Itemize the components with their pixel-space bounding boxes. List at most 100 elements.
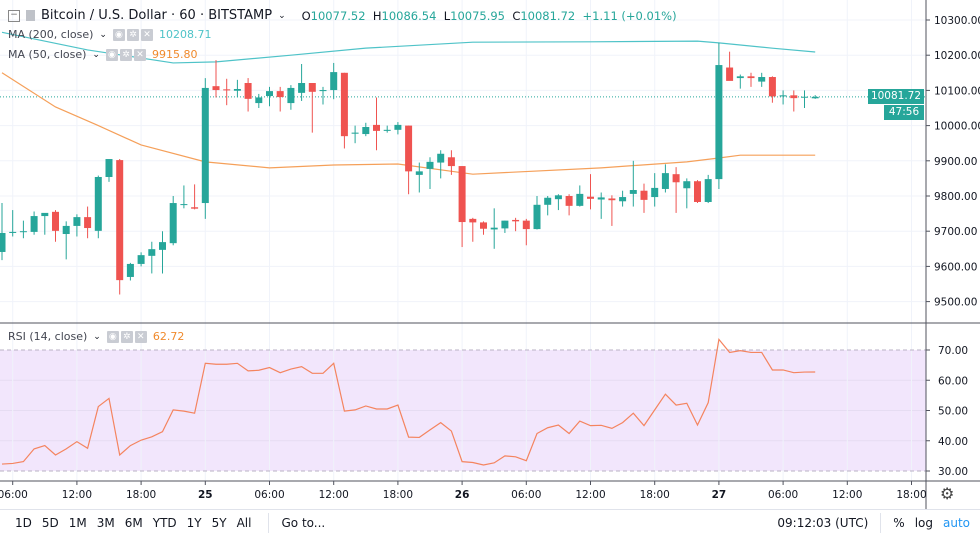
candle-body <box>94 176 102 231</box>
candle <box>619 190 627 207</box>
candle <box>116 159 124 295</box>
candle-body <box>9 231 17 233</box>
candle-body <box>736 76 744 79</box>
ma50-value: 9915.80 <box>151 48 198 61</box>
range-5d[interactable]: 5D <box>41 516 59 530</box>
candle <box>394 122 402 135</box>
candle-body <box>255 97 263 104</box>
candle <box>298 64 306 101</box>
range-1y[interactable]: 1Y <box>186 516 202 530</box>
range-5y[interactable]: 5Y <box>211 516 227 530</box>
settings-icon[interactable]: ✲ <box>126 28 139 41</box>
candle <box>30 211 38 235</box>
candle <box>768 76 776 103</box>
chevron-down-icon[interactable]: ⌄ <box>278 10 286 21</box>
range-3m[interactable]: 3M <box>96 516 115 530</box>
price-tick-label: 9500.00 <box>934 297 977 309</box>
ma200-label[interactable]: MA (200, close) <box>8 28 94 41</box>
candle <box>223 78 231 106</box>
candle-body <box>405 125 413 172</box>
candle-body <box>790 95 798 99</box>
rsi-tick-label: 60.00 <box>938 375 968 387</box>
candle-body <box>694 181 701 202</box>
candle-body <box>801 96 808 98</box>
eye-icon[interactable]: ◉ <box>106 330 119 343</box>
close-icon[interactable]: ✕ <box>134 330 147 343</box>
range-1m[interactable]: 1M <box>68 516 87 530</box>
candle <box>672 167 680 213</box>
collapse-icon[interactable]: − <box>8 9 20 22</box>
candle-body <box>672 174 680 183</box>
rsi-label[interactable]: RSI (14, close) <box>8 330 88 343</box>
ma50-line <box>1 72 816 175</box>
candle <box>159 231 166 274</box>
time-tick-label: 18:00 <box>126 489 156 501</box>
time-tick-label: 12:00 <box>832 489 862 501</box>
candle-body <box>116 160 124 281</box>
candle <box>544 196 552 216</box>
candle <box>554 194 562 211</box>
candle <box>736 74 744 89</box>
candle-body <box>576 193 584 206</box>
chart-settings-gear-icon[interactable]: ⚙ <box>940 484 955 503</box>
close-icon[interactable]: ✕ <box>140 28 153 41</box>
candle <box>490 208 498 249</box>
chevron-down-icon[interactable]: ⌄ <box>93 331 101 342</box>
ma50-label[interactable]: MA (50, close) <box>8 48 87 61</box>
candle-body <box>704 179 712 202</box>
candle-body <box>19 231 27 233</box>
candle-body <box>533 204 541 230</box>
symbol-flag-icon <box>26 10 35 21</box>
candle-body <box>148 249 156 256</box>
ma200-value: 10208.71 <box>158 28 212 41</box>
candle <box>84 206 92 239</box>
candle-body <box>597 197 605 200</box>
candle <box>415 162 423 193</box>
candle <box>105 159 113 182</box>
candle-body <box>587 196 594 199</box>
settings-icon[interactable]: ✲ <box>119 48 132 61</box>
candle <box>629 160 637 207</box>
candle <box>640 183 648 213</box>
candle <box>597 192 605 219</box>
divider <box>880 513 882 533</box>
range-all[interactable]: All <box>236 516 252 530</box>
candle <box>661 164 669 193</box>
chevron-down-icon[interactable]: ⌄ <box>99 29 107 40</box>
close-icon[interactable]: ✕ <box>133 48 146 61</box>
eye-icon[interactable]: ◉ <box>112 28 125 41</box>
candle <box>340 72 348 149</box>
candle-body <box>565 196 573 206</box>
candle <box>683 178 691 209</box>
candle-body <box>52 211 59 231</box>
candle-body <box>640 190 648 200</box>
settings-icon[interactable]: ✲ <box>120 330 133 343</box>
candle-body <box>415 171 423 175</box>
candle <box>565 194 573 216</box>
candle-body <box>191 207 199 209</box>
eye-icon[interactable]: ◉ <box>105 48 118 61</box>
time-tick-label: 18:00 <box>383 489 413 501</box>
close-value: 10081.72 <box>520 8 576 23</box>
candle-body <box>298 83 306 93</box>
candle <box>405 125 413 195</box>
symbol-title[interactable]: Bitcoin / U.S. Dollar · 60 · BITSTAMP <box>41 8 273 23</box>
candle-body <box>480 222 487 229</box>
chart-canvas[interactable]: 10300.00 10200.00 10100.00 10000.00 9900.00 9… <box>0 0 980 509</box>
chevron-down-icon[interactable]: ⌄ <box>92 49 100 60</box>
candle-body <box>758 77 766 82</box>
goto-button[interactable]: Go to... <box>281 516 326 530</box>
candle <box>437 150 445 179</box>
ohlc-readout: O10077.52 H10086.54 L10075.95 C10081.72 … <box>302 9 677 23</box>
candle <box>576 185 584 207</box>
open-label: O <box>301 8 311 23</box>
range-ytd[interactable]: YTD <box>152 516 177 530</box>
candle <box>62 221 70 260</box>
range-1d[interactable]: 1D <box>15 516 32 530</box>
rsi-tick-label: 50.00 <box>938 406 968 418</box>
range-6m[interactable]: 6M <box>124 516 143 530</box>
percent-toggle[interactable]: % <box>893 516 905 530</box>
auto-toggle[interactable]: auto <box>942 516 970 530</box>
log-toggle[interactable]: log <box>914 516 933 530</box>
price-tick-label: 10300.00 <box>934 15 980 27</box>
